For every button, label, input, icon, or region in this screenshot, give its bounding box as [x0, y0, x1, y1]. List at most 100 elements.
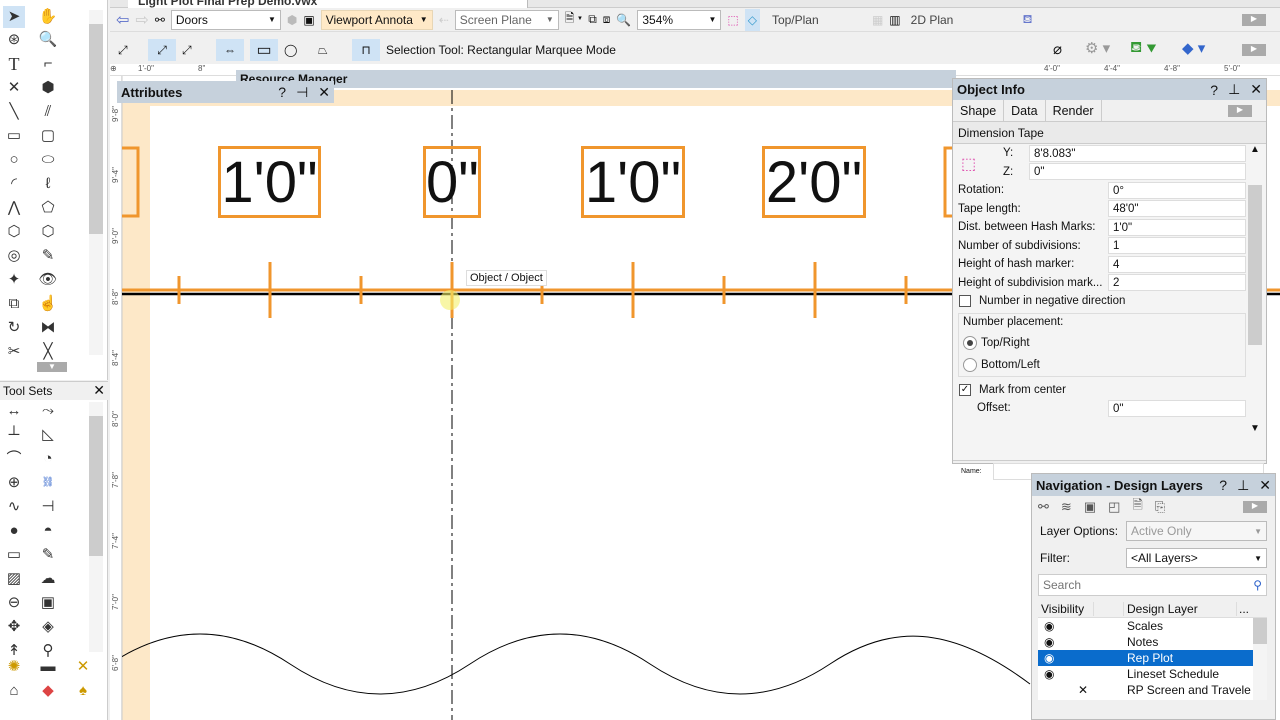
left-ruler[interactable]: 9'-8" 9'-4" 9'-0" 8'-8" 8'-4" 8'-0" 7'-8" 7'-4"…: [110, 76, 122, 720]
preferences-gear-icon[interactable]: ⚙ ▾: [1085, 40, 1111, 57]
mirror-tool-icon[interactable]: ⧓: [40, 319, 56, 336]
locus-tool-icon[interactable]: ✕: [7, 79, 21, 96]
field-input[interactable]: 48'0": [1108, 200, 1246, 218]
pin-icon[interactable]: ⊥: [1237, 476, 1250, 493]
tool-scrollbar[interactable]: [89, 10, 103, 355]
teapot-icon[interactable]: ⛾: [1022, 11, 1033, 26]
move-icon[interactable]: ✥: [7, 618, 21, 635]
pipe-icon[interactable]: ▬: [40, 658, 56, 675]
more-arrow-icon[interactable]: ▶: [1242, 44, 1266, 56]
back-icon[interactable]: ⇦: [116, 11, 130, 29]
resource-manager-header[interactable]: Resource Manager: [236, 70, 956, 88]
protractor-icon[interactable]: ◓: [43, 522, 53, 539]
trim-tool-icon[interactable]: ╳: [43, 343, 53, 360]
pin-icon[interactable]: ⊥: [1228, 81, 1241, 97]
symbol-insertion-icon[interactable]: ⬢: [41, 79, 55, 96]
layer-list-scrollbar[interactable]: [1253, 618, 1267, 700]
layer-props-icon[interactable]: ▣: [303, 12, 315, 27]
pencil-icon[interactable]: ✎: [41, 546, 55, 563]
expand-arrow-icon[interactable]: ▼: [37, 362, 67, 372]
direction-icon[interactable]: ◈: [42, 618, 54, 635]
lighting-device-icon[interactable]: ✕: [76, 658, 90, 675]
ruler-origin-icon[interactable]: ⊕: [110, 64, 117, 73]
double-line-tool-icon[interactable]: ⫽: [44, 103, 52, 120]
help-icon[interactable]: ?: [1210, 81, 1219, 98]
spiral-tool-icon[interactable]: ◎: [7, 247, 21, 264]
flyover-tool-icon[interactable]: ⊛: [7, 31, 21, 48]
frame-icon[interactable]: ▣: [40, 594, 56, 611]
layer-row[interactable]: ◉ Scales: [1038, 618, 1267, 634]
filter-select[interactable]: <All Layers> ▼: [1126, 548, 1267, 568]
layer-options-select[interactable]: Active Only ▼: [1126, 521, 1267, 541]
multi-object-mode-icon[interactable]: ⤢: [182, 42, 192, 57]
rotate-tool-icon[interactable]: ↻: [7, 319, 21, 336]
field-input[interactable]: 1'0": [1108, 218, 1246, 236]
hidden-x-icon[interactable]: ✕: [1077, 683, 1089, 697]
polyline-tool-icon[interactable]: ⋀: [7, 199, 21, 216]
help-icon[interactable]: ?: [278, 84, 287, 100]
references-tab-icon[interactable]: ⎘: [1154, 499, 1166, 514]
angle-tool-icon[interactable]: ◺: [42, 426, 54, 443]
radio-top-right[interactable]: [963, 335, 977, 350]
column-visibility[interactable]: Visibility: [1038, 601, 1094, 616]
house-icon[interactable]: ⌂: [9, 682, 19, 699]
object-info-scrollbar[interactable]: ▲ ▼: [1248, 144, 1262, 434]
lasso-marquee-icon[interactable]: ◯: [284, 43, 298, 57]
join-tool-icon[interactable]: ⊣: [41, 498, 55, 515]
tab-data[interactable]: Data: [1004, 100, 1046, 121]
layer-select[interactable]: Viewport Annota ▼: [320, 9, 433, 30]
top-plan-icon[interactable]: ◇: [744, 8, 760, 31]
light-icon[interactable]: ✺: [7, 658, 21, 675]
rectangle-tool-icon[interactable]: ▭: [6, 127, 22, 144]
ruler-tool-icon[interactable]: ┴: [8, 426, 20, 443]
layer-row[interactable]: ◉ Current Drawing: [1038, 698, 1267, 700]
layer-row[interactable]: ✕ RP Screen and Travele: [1038, 682, 1267, 698]
close-icon[interactable]: ✕: [318, 83, 330, 100]
eye-icon[interactable]: ◉: [1044, 667, 1055, 681]
eyedropper-tool-icon[interactable]: ✎: [41, 247, 55, 264]
arc-tool-icon[interactable]: ◜: [11, 175, 17, 192]
freehand-tool-icon[interactable]: ℓ: [45, 175, 51, 192]
hatch-icon[interactable]: ▨: [6, 570, 22, 587]
help-icon[interactable]: ?: [1219, 477, 1228, 493]
y-field[interactable]: 8'8.083": [1029, 144, 1246, 162]
close-icon[interactable]: ✕: [93, 382, 105, 398]
render-check-icon[interactable]: ⛾ ▾: [1130, 39, 1157, 56]
close-icon[interactable]: ✕: [1259, 476, 1271, 493]
rectangular-marquee-icon[interactable]: ▭: [250, 39, 278, 61]
tab-shape[interactable]: Shape: [953, 100, 1005, 121]
column-more[interactable]: ...: [1239, 601, 1250, 616]
eye-icon[interactable]: ◉: [1044, 619, 1055, 633]
layout-icon[interactable]: ▥: [889, 12, 901, 27]
pan-tool-icon[interactable]: ✋: [38, 8, 58, 25]
oval-tool-icon[interactable]: ⬭: [41, 151, 55, 168]
plane-select[interactable]: Screen Plane ▼: [454, 9, 559, 30]
render-mode-select[interactable]: 2D Plan: [910, 12, 954, 27]
more-arrow-icon[interactable]: ▶: [1228, 105, 1252, 117]
reshape-tool-icon[interactable]: ☝: [38, 295, 58, 312]
attributes-palette-header[interactable]: Attributes ? ⊣ ✕: [117, 81, 334, 103]
visibility-tool-icon[interactable]: 👁: [38, 271, 58, 288]
spotlight-icon[interactable]: ♠: [79, 682, 87, 699]
dimension-tool-icon[interactable]: ↔: [6, 402, 22, 419]
resize-mode-icon[interactable]: ⇔: [216, 39, 244, 61]
north-arrow-icon[interactable]: ↟: [7, 642, 21, 659]
working-plane-icon[interactable]: ⬚: [727, 12, 739, 27]
more-arrow-icon[interactable]: ▶: [1242, 14, 1266, 26]
double-polygon-tool-icon[interactable]: ⬡: [7, 223, 21, 240]
field-input[interactable]: 1: [1108, 237, 1246, 255]
layer-row[interactable]: ◉ Notes: [1038, 634, 1267, 650]
polygon-marquee-icon[interactable]: ⏢: [318, 42, 328, 57]
field-input[interactable]: 4: [1108, 255, 1246, 273]
radio-bottom-left[interactable]: [963, 358, 977, 373]
cloud-icon[interactable]: ☁: [40, 570, 56, 587]
eye-icon[interactable]: ◉: [1044, 635, 1055, 649]
rounded-rectangle-tool-icon[interactable]: ▢: [40, 127, 56, 144]
tool-sets-scrollbar[interactable]: [89, 402, 103, 652]
viewports-tab-icon[interactable]: ◰: [1108, 499, 1121, 514]
magic-wand-tool-icon[interactable]: ✦: [7, 271, 21, 288]
pin-icon[interactable]: ⊣: [296, 83, 309, 100]
pin-icon[interactable]: ⚲: [42, 642, 54, 659]
layer-row[interactable]: ◉ Lineset Schedule: [1038, 666, 1267, 682]
snap-off-icon[interactable]: ⌀: [1053, 41, 1063, 58]
